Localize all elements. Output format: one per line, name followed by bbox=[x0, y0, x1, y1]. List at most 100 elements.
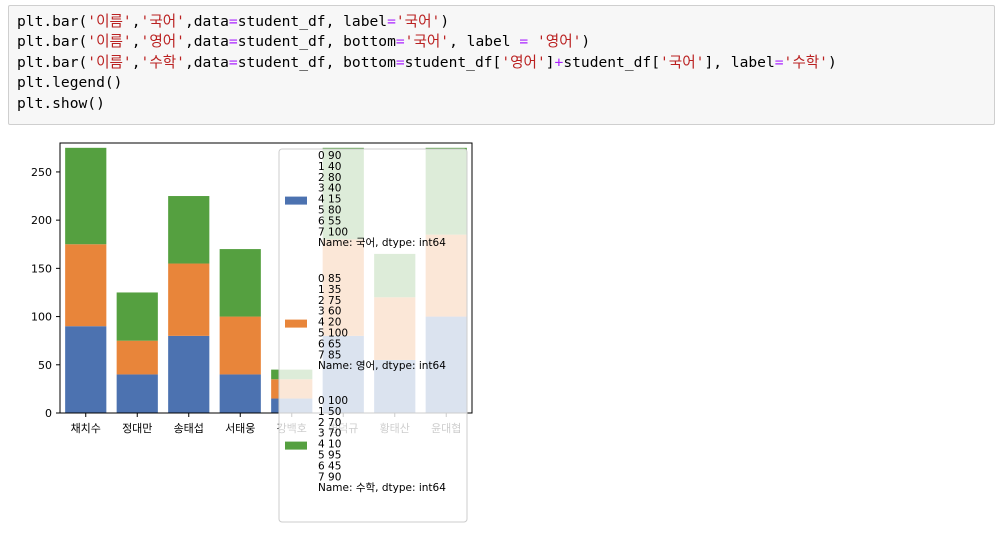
legend-entry-line: 7 90 bbox=[318, 471, 341, 483]
code-token: '이름' bbox=[87, 53, 132, 71]
code-token: student_df, bottom bbox=[237, 33, 396, 51]
legend-entry-line: 4 10 bbox=[318, 439, 341, 451]
legend-entry-line: 6 65 bbox=[318, 338, 341, 350]
code-token: '수학' bbox=[140, 53, 185, 71]
legend-swatch bbox=[285, 319, 307, 328]
y-tick-label: 200 bbox=[31, 214, 52, 227]
code-token: plt.bar( bbox=[17, 53, 88, 71]
code-line: plt.legend() bbox=[17, 74, 122, 91]
legend-box bbox=[278, 148, 468, 523]
code-token: ) bbox=[581, 33, 591, 51]
legend-entry-line: 5 80 bbox=[318, 205, 341, 217]
x-tick-label: 송태섭 bbox=[174, 422, 204, 435]
code-token: '수학' bbox=[783, 53, 828, 71]
bar-series-2-2 bbox=[168, 196, 210, 264]
code-token: = bbox=[774, 53, 784, 71]
y-tick-label: 250 bbox=[31, 166, 52, 179]
legend-swatch bbox=[285, 441, 307, 450]
x-tick-label: 서태웅 bbox=[225, 422, 255, 435]
bar-series-1-1 bbox=[116, 340, 158, 375]
x-tick-label: 채치수 bbox=[71, 422, 101, 435]
code-token: , bbox=[131, 33, 141, 51]
bar-series-0-0 bbox=[65, 326, 107, 413]
code-line: plt.bar('이름','국어',data=student_df, label… bbox=[17, 13, 449, 30]
legend-entry-line: 4 15 bbox=[318, 194, 341, 206]
code-token: '영어' bbox=[536, 33, 582, 51]
legend-entry-line: Name: 수학, dtype: int64 bbox=[318, 482, 446, 494]
bar-series-0-2 bbox=[168, 335, 210, 413]
code-token: ] bbox=[545, 53, 555, 71]
bar-series-0-3 bbox=[219, 374, 261, 413]
code-token: , label bbox=[449, 33, 520, 51]
code-token: = bbox=[395, 53, 405, 71]
legend-entry-line: 0 90 bbox=[318, 150, 341, 162]
y-tick-label: 100 bbox=[31, 311, 52, 324]
bar-series-0-1 bbox=[116, 374, 158, 413]
code-line: plt.bar('이름','수학',data=student_df, botto… bbox=[17, 54, 837, 71]
code-token: student_df, bottom bbox=[237, 53, 396, 71]
code-token: ) bbox=[440, 13, 450, 30]
legend-entry-line: 0 85 bbox=[318, 273, 341, 285]
x-tick-label: 정대만 bbox=[122, 422, 152, 435]
legend-entry-line: 1 35 bbox=[318, 284, 341, 296]
bar-series-1-0 bbox=[65, 244, 107, 327]
y-tick-label: 150 bbox=[31, 262, 52, 275]
legend-entry-line: Name: 국어, dtype: int64 bbox=[318, 237, 446, 249]
code-token: = bbox=[387, 13, 396, 30]
legend-entry-line: 7 100 bbox=[318, 226, 348, 238]
legend-entry-line: 3 40 bbox=[318, 183, 341, 195]
code-token: + bbox=[554, 53, 564, 71]
code-token: student_df[ bbox=[404, 53, 502, 71]
stacked-bar-chart: 050100150200250채치수정대만송태섭서태웅강백호변덕규황태산윤대협 … bbox=[31, 142, 473, 523]
code-token: plt.legend() bbox=[17, 74, 123, 92]
code-token: '국어' bbox=[404, 33, 450, 51]
legend-entry-line: 1 50 bbox=[318, 406, 341, 418]
y-tick-label: 0 bbox=[45, 407, 52, 420]
legend-entry-line: 6 55 bbox=[318, 215, 341, 227]
code-token: plt.bar( bbox=[17, 33, 88, 51]
code-token: '국어' bbox=[660, 53, 705, 71]
code-token: plt.show() bbox=[17, 94, 105, 112]
code-token: = bbox=[395, 33, 405, 51]
bar-series-1-3 bbox=[219, 316, 261, 375]
code-cell[interactable]: plt.bar('이름','국어',data=student_df, label… bbox=[8, 5, 995, 125]
code-token: plt.bar( bbox=[17, 13, 88, 30]
code-token: '영어' bbox=[140, 33, 185, 51]
bar-series-1-2 bbox=[168, 263, 210, 336]
code-token bbox=[528, 33, 537, 50]
code-line: plt.show() bbox=[17, 95, 105, 112]
code-token: '국어' bbox=[395, 13, 441, 30]
code-token: = bbox=[228, 33, 238, 51]
legend-entry-line: 5 95 bbox=[318, 450, 341, 462]
code-token: '이름' bbox=[87, 13, 132, 30]
legend-entry-line: 0 100 bbox=[318, 395, 348, 407]
code-token: ,data bbox=[184, 53, 229, 71]
bar-series-2-3 bbox=[219, 249, 261, 317]
code-line: plt.bar('이름','영어',data=student_df, botto… bbox=[17, 33, 590, 50]
code-token: ,data bbox=[184, 13, 229, 30]
code-token: , bbox=[131, 53, 141, 71]
code-token: ) bbox=[827, 53, 837, 71]
plot-frame bbox=[59, 142, 473, 414]
bar-series-2-1 bbox=[116, 292, 158, 341]
code-token: student_df[ bbox=[563, 53, 660, 71]
code-token: , bbox=[131, 13, 141, 30]
legend-entry-line: 2 80 bbox=[318, 172, 341, 184]
code-token: '국어' bbox=[140, 13, 185, 30]
code-token: = bbox=[519, 33, 529, 51]
legend-entry-line: 2 75 bbox=[318, 295, 341, 307]
legend-entry-line: 4 20 bbox=[318, 317, 341, 329]
legend-entry-line: 3 70 bbox=[318, 428, 341, 440]
legend-swatch bbox=[285, 196, 307, 205]
legend-entry-line: 6 45 bbox=[318, 460, 341, 472]
code-token: '영어' bbox=[501, 53, 546, 71]
code-token: student_df, label bbox=[237, 13, 388, 30]
code-token: '이름' bbox=[87, 33, 132, 51]
legend-entry-line: 1 40 bbox=[318, 161, 341, 173]
legend-entry-line: 7 85 bbox=[318, 349, 341, 361]
code-text: plt.bar('이름','국어',data=student_df, label… bbox=[17, 12, 986, 114]
bar-series-2-0 bbox=[65, 147, 107, 245]
legend-entry-line: 5 100 bbox=[318, 328, 348, 340]
code-token: = bbox=[228, 53, 238, 71]
legend-entry-line: 2 70 bbox=[318, 417, 341, 429]
